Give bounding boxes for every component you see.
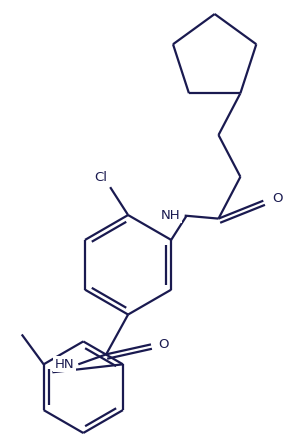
Text: HN: HN [55,358,74,371]
Text: Cl: Cl [95,171,108,184]
Text: O: O [272,192,282,205]
Text: O: O [159,338,169,351]
Text: NH: NH [161,209,181,222]
